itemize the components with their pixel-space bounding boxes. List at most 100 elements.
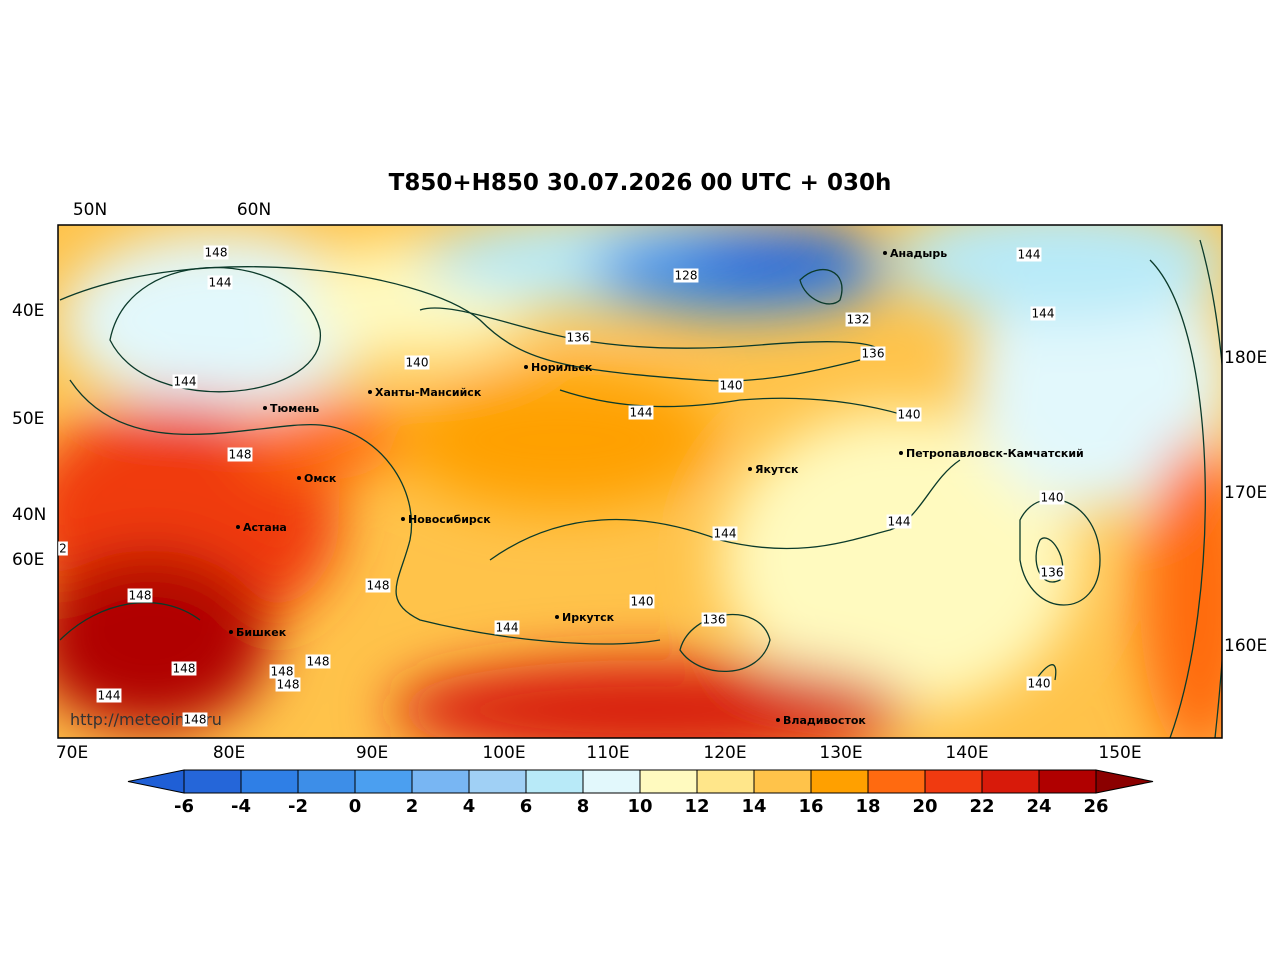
lon-label: 80E	[213, 743, 245, 763]
contour-label: 136	[703, 613, 726, 627]
contour-label: 148	[271, 665, 294, 679]
city-dot	[883, 251, 887, 255]
contour-label: 148	[367, 579, 390, 593]
contour-label: 144	[98, 689, 121, 703]
city-label: Петропавловск-Камчатский	[906, 447, 1084, 460]
contour-label: 140	[720, 379, 743, 393]
city-label: Тюмень	[270, 402, 319, 415]
city-label: Ханты-Мансийск	[375, 386, 482, 399]
colorbar-box	[411, 769, 470, 794]
city-label: Владивосток	[783, 714, 866, 727]
colorbar-tick-label: -4	[231, 796, 251, 817]
colorbar-box	[468, 769, 527, 794]
city-label: Бишкек	[236, 626, 287, 639]
contour-label-bg	[718, 378, 744, 393]
contour-label-bg	[365, 578, 391, 593]
colorbar-extend-high	[1095, 769, 1154, 794]
contour-label: 148	[205, 246, 228, 260]
contour-label-bg	[1016, 247, 1042, 262]
contour-label: 144	[209, 276, 232, 290]
colorbar-tick-label: 0	[349, 796, 362, 817]
axis-label: 50N	[73, 200, 107, 220]
contour-label-bg	[629, 594, 655, 609]
city-dot	[899, 451, 903, 455]
city-dot	[748, 467, 752, 471]
colorbar-tick-label: 2	[406, 796, 419, 817]
contour-label: 148	[307, 655, 330, 669]
colorbar-tick-label: 8	[577, 796, 590, 817]
contour-label-bg	[494, 620, 520, 635]
axis-label: 40N	[12, 505, 46, 525]
colorbar-tick-label: 26	[1083, 796, 1108, 817]
contour-label-bg	[182, 712, 208, 727]
contour-label-bg	[673, 268, 699, 283]
colorbar-tick-label: 14	[741, 796, 766, 817]
axis-label: 180E	[1224, 348, 1267, 368]
contour-label: 144	[496, 621, 519, 635]
colorbar-box	[696, 769, 755, 794]
colorbar-box	[1038, 769, 1097, 794]
colorbar-box	[354, 769, 413, 794]
contour-label: 144	[888, 515, 911, 529]
temperature-field: http://meteoinfo.ru	[58, 225, 1222, 738]
lon-label: 70E	[56, 743, 88, 763]
contour-label: 144	[630, 406, 653, 420]
contour-label: 148	[184, 713, 207, 727]
contour-label-bg	[404, 355, 430, 370]
colorbar-tick-label: -6	[174, 796, 194, 817]
contour-label-bg	[203, 245, 229, 260]
contour-label-bg	[275, 677, 301, 692]
contour-label: 140	[406, 356, 429, 370]
contour-label: 144	[1032, 307, 1055, 321]
city-dot	[401, 517, 405, 521]
contour-label-bg	[565, 330, 591, 345]
contour-label: 136	[1041, 566, 1064, 580]
city-label: Анадырь	[890, 247, 947, 260]
contour-label: 128	[675, 269, 698, 283]
city-label: Новосибирск	[408, 513, 491, 526]
colorbar-box	[924, 769, 983, 794]
axis-label: 60N	[237, 200, 271, 220]
colorbar-box	[981, 769, 1040, 794]
contour-label: 148	[229, 448, 252, 462]
lon-label: 90E	[356, 743, 388, 763]
lon-label: 110E	[586, 743, 629, 763]
colorbar-tick-label: 12	[684, 796, 709, 817]
contour-label-bg	[58, 541, 68, 556]
city-label: Иркутск	[562, 611, 615, 624]
colorbar-box	[297, 769, 356, 794]
contour-label: 148	[173, 662, 196, 676]
axis-label: 50E	[12, 409, 44, 429]
city-dot	[236, 525, 240, 529]
map-frame	[57, 224, 1223, 739]
contour-label: 136	[862, 347, 885, 361]
city-dot	[555, 615, 559, 619]
colorbar-tick-label: 4	[463, 796, 476, 817]
contour-label-bg	[305, 654, 331, 669]
contour-label: 144	[174, 375, 197, 389]
city-dot	[297, 476, 301, 480]
contour-label-bg	[712, 526, 738, 541]
contour-label: 136	[567, 331, 590, 345]
contour-label-bg	[227, 447, 253, 462]
contour-label-bg	[896, 407, 922, 422]
city-label: Астана	[243, 521, 287, 534]
contour-label-bg	[127, 588, 153, 603]
colorbar-tick-label: -2	[288, 796, 308, 817]
contour-label-bg	[1030, 306, 1056, 321]
colorbar-tick-label: 24	[1026, 796, 1051, 817]
contour-label: 148	[129, 589, 152, 603]
colorbar-box	[753, 769, 812, 794]
colorbar-tick-label: 20	[912, 796, 937, 817]
city-dot	[776, 718, 780, 722]
colorbar-tick-label: 22	[969, 796, 994, 817]
contour-label-bg	[701, 612, 727, 627]
contour-label: 140	[1041, 491, 1064, 505]
colorbar-box	[867, 769, 926, 794]
lon-label: 150E	[1098, 743, 1141, 763]
colorbar-box	[183, 769, 242, 794]
colorbar-box	[639, 769, 698, 794]
lon-label: 100E	[482, 743, 525, 763]
title: T850+H850 30.07.2026 00 UTC + 030h	[389, 170, 892, 196]
